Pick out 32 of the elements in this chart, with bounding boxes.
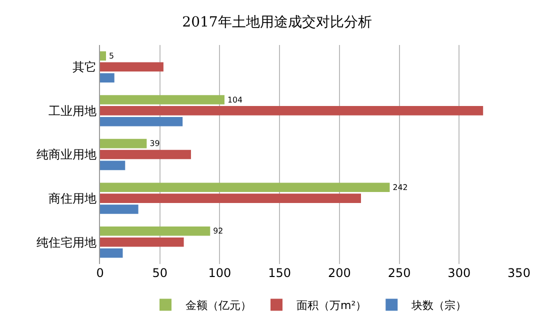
bar	[100, 62, 164, 72]
bar	[100, 117, 183, 126]
x-tick-label: 350	[508, 266, 530, 280]
x-tick-label: 200	[328, 266, 351, 280]
legend-label: 块数（宗）	[410, 299, 467, 312]
x-tick-label: 50	[152, 266, 168, 280]
x-tick-label: 0	[96, 266, 104, 280]
x-tick-label: 150	[268, 266, 292, 280]
x-tick-label: 300	[448, 266, 471, 280]
bar	[100, 226, 210, 236]
legend-label: 金额（亿元）	[186, 299, 252, 312]
bar	[100, 138, 147, 148]
bar	[100, 248, 123, 258]
legend-label: 面积（万m²）	[296, 299, 367, 312]
x-tick-label: 100	[208, 266, 232, 280]
x-tick-label: 250	[388, 266, 411, 280]
bar	[100, 51, 106, 61]
y-tick-label: 纯商业用地	[36, 148, 97, 162]
y-tick-label: 纯住宅用地	[36, 235, 97, 250]
bar	[100, 182, 390, 192]
y-tick-label: 其它	[72, 60, 97, 74]
bar	[100, 237, 184, 247]
bar	[100, 106, 484, 116]
bar	[100, 150, 191, 160]
bar	[100, 204, 138, 214]
bar	[100, 160, 126, 170]
bar	[100, 194, 361, 203]
y-tick-label: 工业用地	[48, 104, 97, 118]
chart-title: 2017年土地用途成交对比分析	[182, 14, 372, 30]
bar	[100, 95, 224, 104]
y-tick-label: 商住用地	[48, 192, 97, 206]
bar	[100, 73, 114, 82]
